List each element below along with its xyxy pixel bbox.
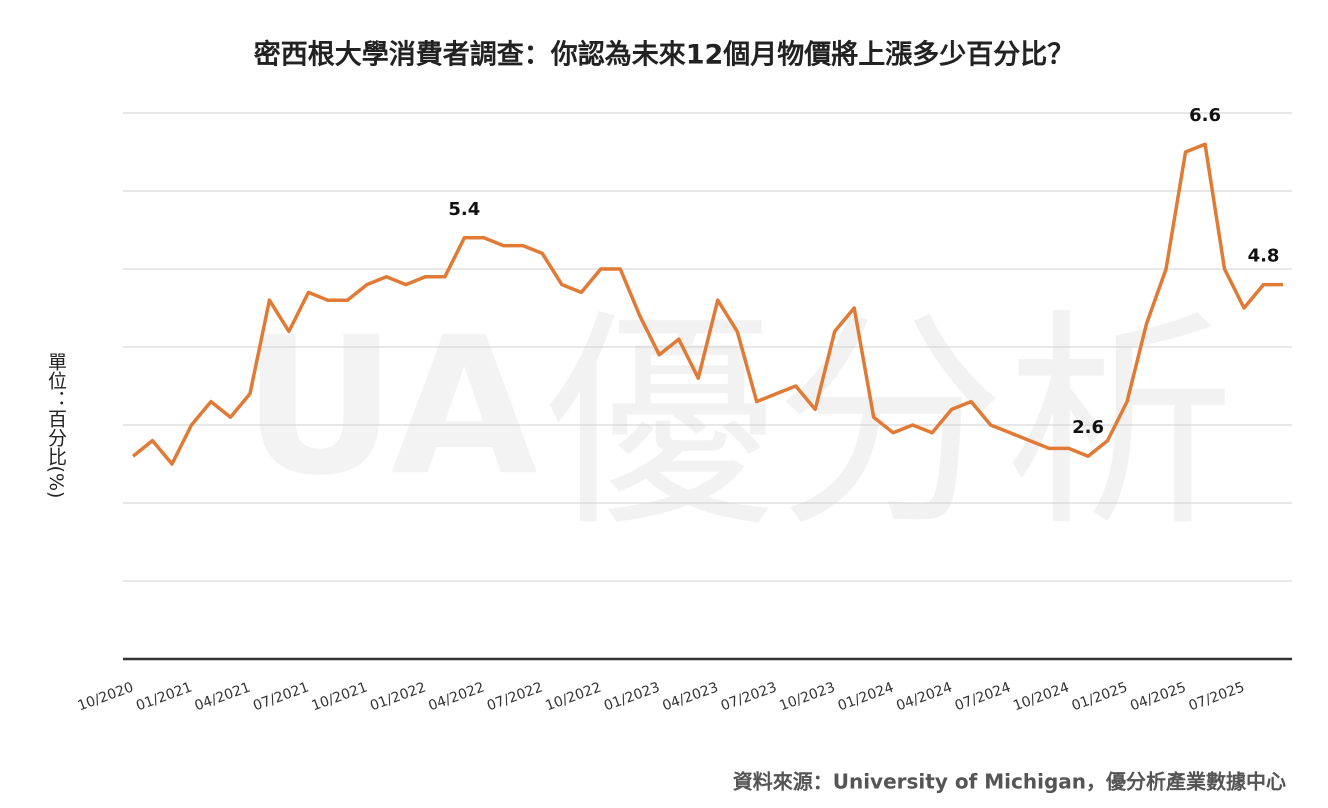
x-tick-label: 10/2022 [543, 679, 603, 714]
source: 資料來源：University of Michigan，優分析產業數據中心 [733, 770, 1286, 794]
x-tick-label: 07/2023 [719, 679, 779, 714]
x-tick-label: 07/2021 [251, 679, 311, 714]
x-tick-label: 10/2020 [76, 679, 136, 714]
x-tick-label: 10/2021 [309, 679, 369, 714]
x-tick-label: 10/2024 [1011, 679, 1071, 714]
data-label: 6.6 [1189, 105, 1221, 126]
watermark-logo: UA [242, 296, 537, 517]
x-tick-label: 01/2021 [134, 679, 194, 714]
x-tick-label: 07/2025 [1187, 679, 1247, 714]
y-axis-label: 單位：百分比(%) [45, 352, 67, 499]
x-tick-label: 07/2024 [953, 679, 1013, 714]
data-label: 5.4 [448, 199, 480, 220]
x-tick-label: 07/2022 [485, 679, 545, 714]
chart-title: 密西根大學消費者調查：你認為未來12個月物價將上漲多少百分比？ [254, 39, 1075, 71]
x-tick-label: 01/2023 [602, 679, 662, 714]
x-tick-label: 04/2025 [1128, 679, 1188, 714]
x-tick-label: 01/2022 [368, 679, 428, 714]
watermark: 優分析 [545, 291, 1235, 558]
x-tick-label: 10/2023 [777, 679, 837, 714]
data-label: 2.6 [1072, 417, 1104, 438]
x-tick-label: 04/2023 [660, 679, 720, 714]
x-tick-label: 04/2021 [193, 679, 253, 714]
x-tick-label: 04/2024 [894, 679, 954, 714]
data-label: 4.8 [1248, 246, 1280, 267]
data-line [131, 142, 1283, 466]
x-tick-label: 01/2024 [836, 679, 896, 714]
x-tick-label: 01/2025 [1070, 679, 1130, 714]
x-tick-label: 04/2022 [426, 679, 486, 714]
